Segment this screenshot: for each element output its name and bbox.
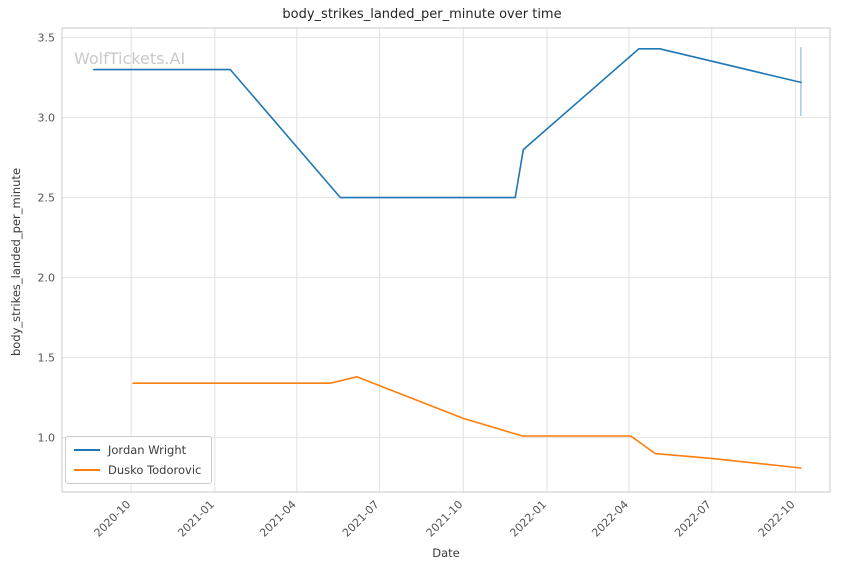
legend-label: Dusko Todorovic	[108, 463, 202, 477]
series-line-1	[132, 376, 802, 469]
x-tick-label: 2021-07	[340, 498, 382, 540]
x-tick-label: 2021-01	[175, 498, 217, 540]
x-tick-label: 2022-01	[507, 498, 549, 540]
legend-item: Dusko Todorovic	[74, 463, 201, 477]
legend-line-swatch	[74, 469, 100, 471]
legend: Jordan Wright Dusko Todorovic	[65, 436, 213, 484]
series-line-0	[93, 48, 802, 199]
y-axis-label: body_strikes_landed_per_minute	[9, 167, 23, 357]
legend-line-swatch	[74, 449, 100, 451]
y-tick-label: 2.5	[38, 192, 56, 205]
y-tick-label: 3.5	[38, 32, 56, 45]
y-tick-label: 3.0	[38, 112, 56, 125]
x-tick-label: 2021-04	[257, 498, 299, 540]
chart-title: body_strikes_landed_per_minute over time	[282, 7, 562, 22]
y-tick-label: 1.0	[38, 432, 56, 445]
x-tick-label: 2022-10	[756, 498, 798, 540]
y-tick-label: 2.0	[38, 272, 56, 285]
x-tick-label: 2022-04	[589, 498, 631, 540]
x-tick-label: 2022-07	[672, 498, 714, 540]
y-tick-label: 1.5	[38, 352, 56, 365]
x-tick-label: 2020-10	[92, 498, 134, 540]
x-axis-label: Date	[432, 546, 460, 560]
plot-border	[61, 27, 831, 493]
legend-label: Jordan Wright	[108, 443, 187, 457]
watermark-text: WolfTickets.AI	[74, 49, 186, 68]
x-tick-label: 2021-10	[424, 498, 466, 540]
legend-item: Jordan Wright	[74, 443, 201, 457]
